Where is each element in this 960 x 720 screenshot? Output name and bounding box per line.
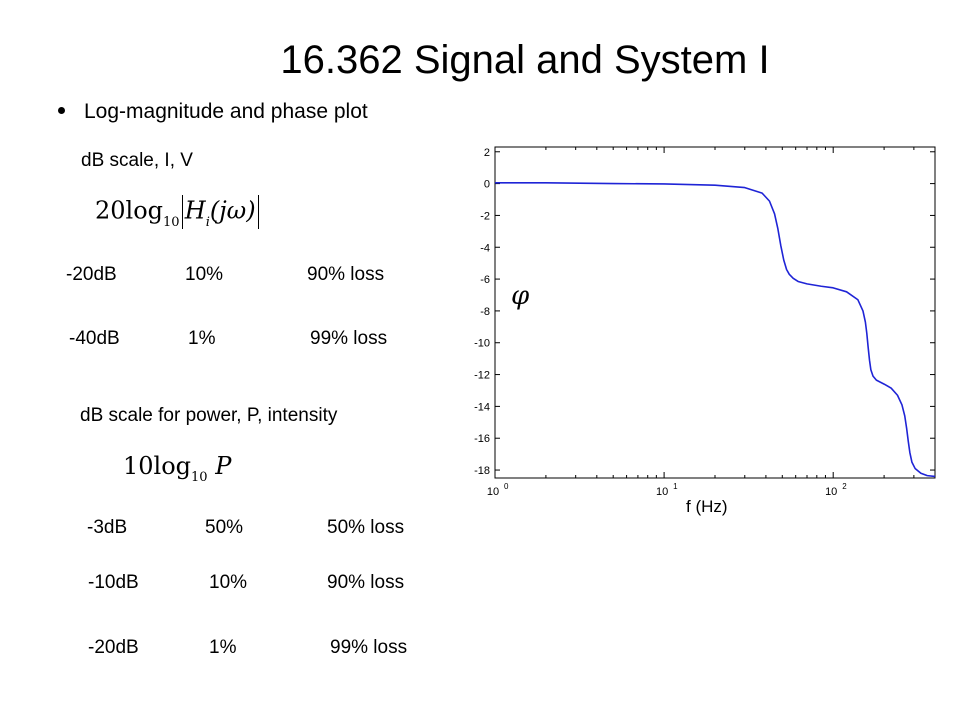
power-row-3-pct: 1% [209,637,237,658]
voltage-row-2-loss: 99% loss [310,328,388,349]
y-tick-label: -16 [474,433,490,445]
power-formula: 10log10 P [123,452,232,485]
x-tick-label: 10 [825,486,837,498]
power-formula-base: 10 [191,470,208,485]
power-heading: dB scale for power, P, intensity [80,405,338,426]
power-row-2-loss: 90% loss [327,572,405,593]
voltage-heading: dB scale, I, V [81,150,193,171]
y-tick-label: -2 [480,210,490,222]
power-row-1-db: -3dB [87,517,128,538]
voltage-formula-coef: 20log [95,196,164,225]
voltage-row-2-db: -40dB [69,328,120,349]
phase-chart: 2 0 -2 -4 -6 -8 -10 -12 -14 -16 -18 10 0 10 1 10 2 φ [474,146,936,498]
y-tick-label: 0 [484,179,490,191]
voltage-formula-arg: (jω) [209,196,256,225]
bullet-item: Log-magnitude and phase plot [58,100,368,124]
plot-frame [494,146,936,479]
x-tick-label-exponent: 1 [673,482,678,491]
y-tick-label: -8 [480,306,490,318]
bullet-text: Log-magnitude and phase plot [84,100,368,123]
voltage-formula-base: 10 [163,214,180,230]
x-tick-label-exponent: 2 [842,482,847,491]
slide-title: 16.362 Signal and System I [280,38,770,82]
power-row-1-pct: 50% [205,517,244,538]
voltage-formula-h: H [184,196,206,225]
voltage-formula: 20log10 Hi(jω) [95,195,261,230]
phase-series-line [495,182,936,478]
x-tick-label-exponent: 0 [504,482,509,491]
voltage-formula-hsub: i [205,214,210,230]
x-axis-label: f (Hz) [686,497,728,516]
power-row-2-db: -10dB [88,572,139,593]
y-axis-label: φ [511,281,530,311]
x-tick-label: 10 [656,486,668,498]
voltage-row-1-db: -20dB [66,264,117,285]
power-formula-var: P [215,452,232,480]
bullet-dot-icon [58,106,65,114]
abs-bar-right [257,195,259,229]
voltage-row-1-pct: 10% [185,264,224,285]
voltage-row-1-loss: 90% loss [307,264,385,285]
voltage-row-2-pct: 1% [188,328,216,349]
power-row-3-loss: 99% loss [330,637,408,658]
y-tick-label: -10 [474,338,490,350]
power-row-1-loss: 50% loss [327,517,405,538]
abs-bar-left [181,195,183,229]
power-row-3-db: -20dB [88,637,139,658]
y-tick-label: -6 [480,274,490,286]
y-tick-label: -12 [474,370,490,382]
y-tick-label: 2 [484,147,490,159]
y-tick-label: -18 [474,465,490,477]
x-tick-label: 10 [487,486,499,498]
y-tick-label: -14 [474,401,490,413]
power-formula-coef: 10log [123,452,192,480]
y-tick-label: -4 [480,242,490,254]
power-row-2-pct: 10% [209,572,248,593]
